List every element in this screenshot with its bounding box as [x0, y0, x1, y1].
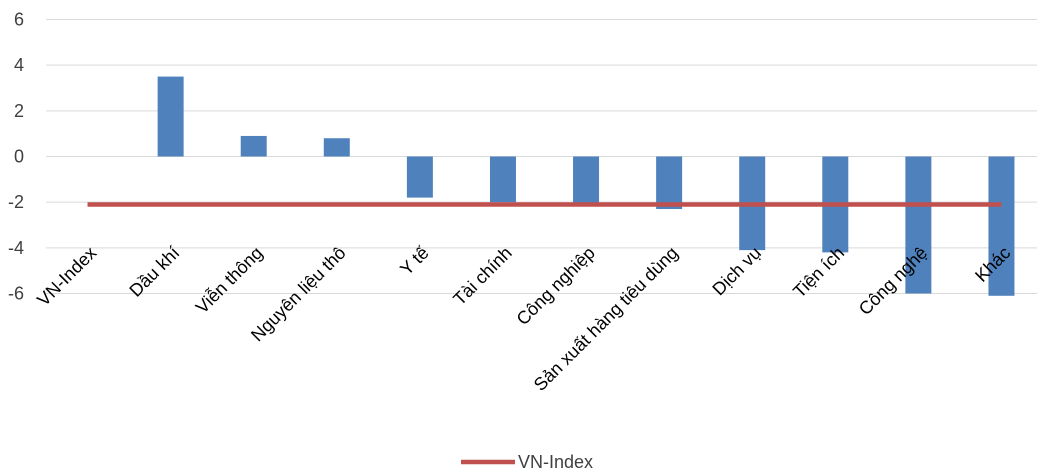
category-label: Tiện ích [789, 243, 848, 302]
y-tick-label: -4 [8, 238, 24, 258]
bar [323, 138, 350, 157]
category-label: Viễn thông [191, 242, 266, 317]
bar [240, 135, 267, 157]
gridlines [46, 19, 1037, 294]
bar [489, 156, 516, 203]
y-tick-label: -2 [8, 192, 24, 212]
y-tick-label: 2 [14, 101, 24, 121]
category-label: Sản xuất hàng tiêu dùng [530, 243, 682, 395]
y-axis-tick-labels: 6 4 2 0 -2 -4 -6 [8, 10, 24, 304]
y-tick-label: 4 [14, 55, 24, 75]
legend-label-vn-index: VN-Index [518, 452, 593, 470]
category-label: Dịch vụ [708, 243, 765, 300]
bar [905, 156, 932, 294]
bar [988, 156, 1015, 296]
category-label: Công nghiệp [513, 243, 599, 329]
bar [406, 156, 433, 198]
legend: VN-Index [461, 452, 593, 470]
category-label: Tài chính [449, 243, 516, 310]
bar [656, 156, 683, 210]
category-label: Dầu khí [125, 243, 183, 301]
y-tick-label: 0 [14, 147, 24, 167]
bar [157, 76, 184, 157]
y-tick-label: -6 [8, 284, 24, 304]
bar [573, 156, 600, 205]
y-tick-label: 6 [14, 10, 24, 30]
category-label: VN-Index [33, 243, 100, 310]
